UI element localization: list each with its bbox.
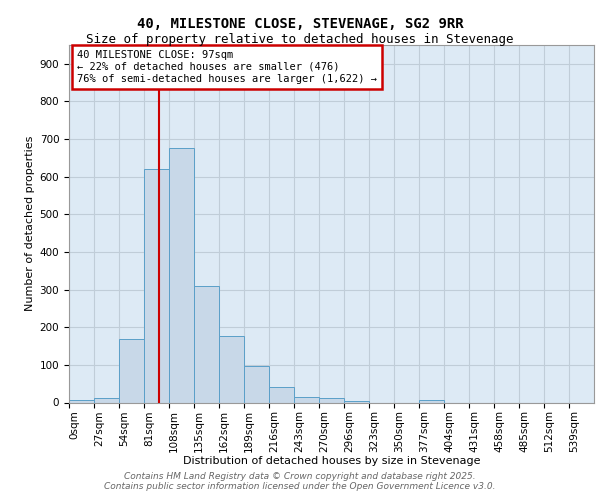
Bar (194, 286, 219, 403)
Bar (244, 366, 269, 403)
Bar (144, 169, 169, 402)
Bar (419, 400, 444, 402)
Bar (69, 400, 94, 402)
Bar (169, 148, 194, 402)
Text: 40 MILESTONE CLOSE: 97sqm
← 22% of detached houses are smaller (476)
76% of semi: 40 MILESTONE CLOSE: 97sqm ← 22% of detac… (77, 50, 377, 84)
Bar (319, 398, 344, 402)
Text: 40, MILESTONE CLOSE, STEVENAGE, SG2 9RR: 40, MILESTONE CLOSE, STEVENAGE, SG2 9RR (137, 18, 463, 32)
Y-axis label: Number of detached properties: Number of detached properties (25, 136, 35, 312)
Bar (94, 398, 119, 402)
Bar (269, 388, 294, 402)
Text: Size of property relative to detached houses in Stevenage: Size of property relative to detached ho… (86, 32, 514, 46)
Text: Contains HM Land Registry data © Crown copyright and database right 2025.
Contai: Contains HM Land Registry data © Crown c… (104, 472, 496, 491)
Bar (294, 397, 319, 402)
X-axis label: Distribution of detached houses by size in Stevenage: Distribution of detached houses by size … (183, 456, 480, 466)
Bar (219, 336, 244, 402)
Bar (344, 400, 369, 402)
Bar (119, 338, 144, 402)
